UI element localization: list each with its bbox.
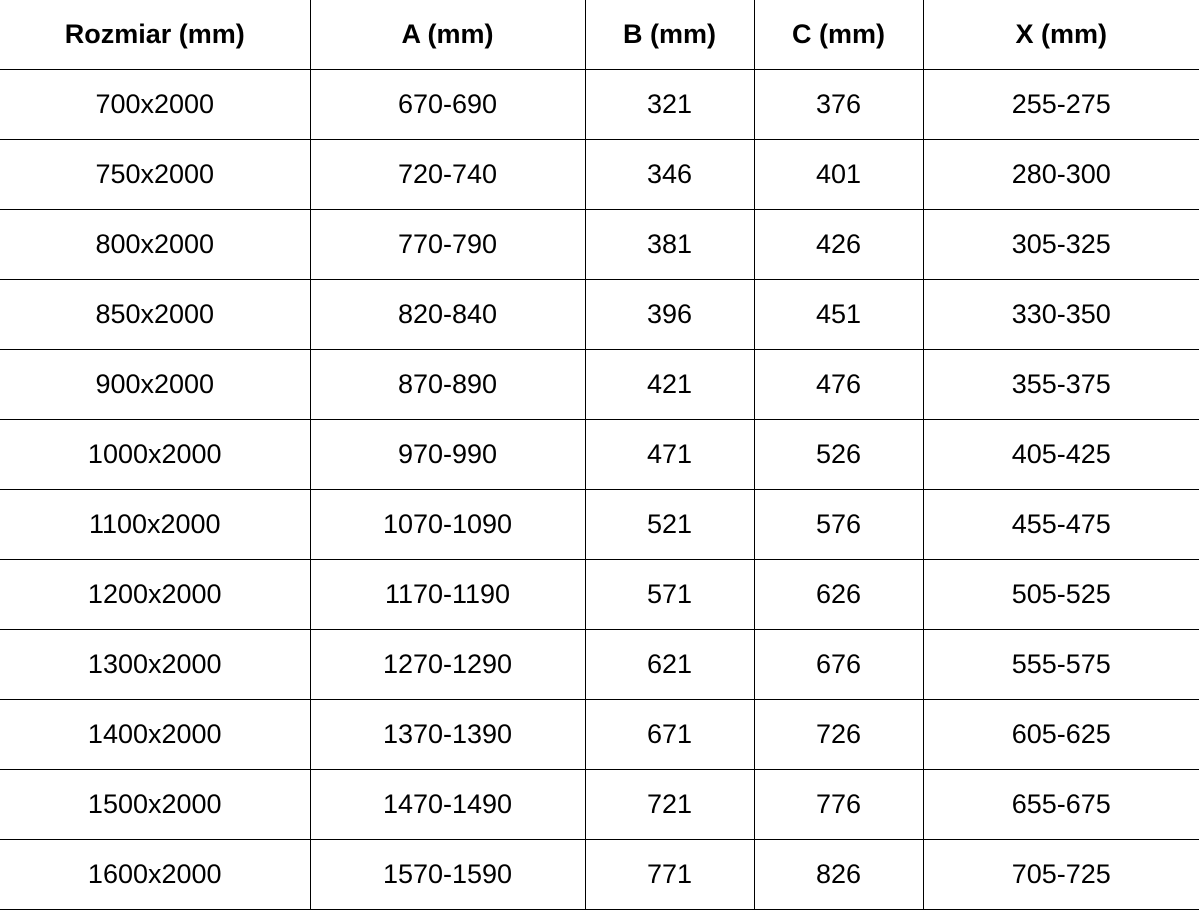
cell-c: 376	[753, 69, 924, 140]
column-header-size: Rozmiar (mm)	[0, 0, 311, 70]
cell-x: 305-325	[922, 209, 1199, 280]
cell-a: 1370-1390	[309, 699, 586, 770]
column-header-c: C (mm)	[753, 0, 924, 70]
cell-c: 826	[753, 839, 924, 910]
table-row: 1400x2000 1370-1390 671 726 605-625	[0, 699, 1199, 770]
cell-b: 346	[584, 139, 755, 210]
cell-x: 405-425	[922, 419, 1199, 490]
table-row: 850x2000 820-840 396 451 330-350	[0, 279, 1199, 350]
column-header-b: B (mm)	[584, 0, 755, 70]
cell-b: 471	[584, 419, 755, 490]
cell-x: 605-625	[922, 699, 1199, 770]
cell-c: 626	[753, 559, 924, 630]
cell-a: 770-790	[309, 209, 586, 280]
cell-x: 355-375	[922, 349, 1199, 420]
cell-x: 280-300	[922, 139, 1199, 210]
cell-c: 401	[753, 139, 924, 210]
cell-a: 1170-1190	[309, 559, 586, 630]
column-header-x: X (mm)	[922, 0, 1199, 70]
cell-b: 321	[584, 69, 755, 140]
cell-b: 621	[584, 629, 755, 700]
cell-c: 726	[753, 699, 924, 770]
table-row: 1000x2000 970-990 471 526 405-425	[0, 419, 1199, 490]
cell-size: 800x2000	[0, 209, 311, 280]
cell-b: 396	[584, 279, 755, 350]
column-header-a: A (mm)	[309, 0, 586, 70]
cell-c: 526	[753, 419, 924, 490]
table-row: 1600x2000 1570-1590 771 826 705-725	[0, 839, 1199, 910]
table-row: 750x2000 720-740 346 401 280-300	[0, 139, 1199, 210]
cell-b: 381	[584, 209, 755, 280]
cell-b: 771	[584, 839, 755, 910]
cell-x: 655-675	[922, 769, 1199, 840]
cell-a: 1470-1490	[309, 769, 586, 840]
table-row: 1500x2000 1470-1490 721 776 655-675	[0, 769, 1199, 840]
header-row: Rozmiar (mm) A (mm) B (mm) C (mm) X (mm)	[0, 0, 1199, 70]
cell-x: 505-525	[922, 559, 1199, 630]
cell-b: 721	[584, 769, 755, 840]
cell-c: 476	[753, 349, 924, 420]
cell-size: 850x2000	[0, 279, 311, 350]
cell-size: 1200x2000	[0, 559, 311, 630]
cell-a: 820-840	[309, 279, 586, 350]
cell-a: 1070-1090	[309, 489, 586, 560]
cell-c: 676	[753, 629, 924, 700]
cell-x: 455-475	[922, 489, 1199, 560]
cell-size: 750x2000	[0, 139, 311, 210]
cell-size: 1600x2000	[0, 839, 311, 910]
cell-a: 1570-1590	[309, 839, 586, 910]
cell-c: 426	[753, 209, 924, 280]
cell-c: 576	[753, 489, 924, 560]
cell-a: 720-740	[309, 139, 586, 210]
cell-x: 705-725	[922, 839, 1199, 910]
cell-size: 1300x2000	[0, 629, 311, 700]
cell-size: 1100x2000	[0, 489, 311, 560]
cell-a: 670-690	[309, 69, 586, 140]
table-row: 1200x2000 1170-1190 571 626 505-525	[0, 559, 1199, 630]
table-row: 900x2000 870-890 421 476 355-375	[0, 349, 1199, 420]
cell-b: 421	[584, 349, 755, 420]
cell-size: 1500x2000	[0, 769, 311, 840]
cell-a: 970-990	[309, 419, 586, 490]
cell-b: 571	[584, 559, 755, 630]
table-row: 1100x2000 1070-1090 521 576 455-475	[0, 489, 1199, 560]
table-row: 700x2000 670-690 321 376 255-275	[0, 69, 1199, 140]
cell-b: 521	[584, 489, 755, 560]
cell-a: 1270-1290	[309, 629, 586, 700]
cell-a: 870-890	[309, 349, 586, 420]
cell-b: 671	[584, 699, 755, 770]
cell-size: 1000x2000	[0, 419, 311, 490]
cell-size: 700x2000	[0, 69, 311, 140]
cell-size: 900x2000	[0, 349, 311, 420]
cell-c: 776	[753, 769, 924, 840]
cell-x: 330-350	[922, 279, 1199, 350]
cell-x: 255-275	[922, 69, 1199, 140]
cell-c: 451	[753, 279, 924, 350]
table-row: 1300x2000 1270-1290 621 676 555-575	[0, 629, 1199, 700]
cell-size: 1400x2000	[0, 699, 311, 770]
cell-x: 555-575	[922, 629, 1199, 700]
table-row: 800x2000 770-790 381 426 305-325	[0, 209, 1199, 280]
